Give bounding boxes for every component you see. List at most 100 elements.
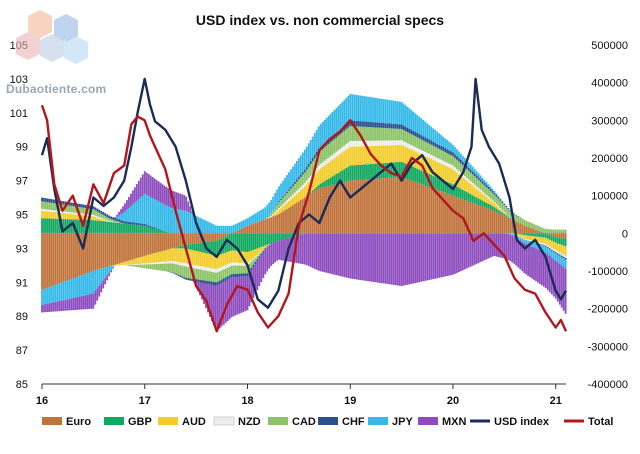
- bar-aud: [112, 265, 115, 266]
- bar-aud: [448, 167, 450, 183]
- bar-cad: [367, 127, 369, 141]
- bar-nzd: [469, 181, 472, 184]
- bar-gbp: [131, 224, 134, 234]
- bar-aud: [288, 200, 290, 208]
- bar-gbp: [141, 225, 144, 234]
- bar-aud: [280, 208, 282, 213]
- bar-euro: [505, 216, 508, 234]
- bar-jpy: [357, 95, 360, 121]
- bar-nzd: [414, 147, 417, 152]
- bar-chf: [94, 207, 97, 211]
- bar-gbp: [92, 220, 95, 234]
- watermark-logo: [6, 8, 102, 102]
- bar-cad: [54, 203, 57, 211]
- bar-gbp: [278, 233, 281, 241]
- bar-mxn: [325, 233, 328, 273]
- bar-aud: [343, 151, 346, 170]
- bar-gbp: [120, 223, 122, 234]
- bar-mxn: [465, 233, 468, 269]
- legend-swatch-chf: [318, 417, 338, 425]
- bar-gbp: [286, 233, 288, 239]
- bar-aud: [276, 211, 279, 215]
- bar-nzd: [145, 263, 148, 265]
- bar-euro: [454, 196, 456, 234]
- bar-gbp: [465, 191, 468, 201]
- bar-euro: [240, 228, 243, 234]
- bar-mxn: [539, 250, 541, 284]
- bar-nzd: [211, 268, 213, 272]
- bar-mxn: [290, 237, 292, 263]
- bar-cad: [266, 217, 269, 219]
- bar-euro: [333, 184, 336, 234]
- bar-aud: [487, 198, 490, 204]
- bar-chf: [467, 167, 470, 171]
- bar-chf: [373, 122, 375, 128]
- bar-jpy: [418, 116, 421, 135]
- bar-mxn: [390, 233, 393, 285]
- bar-cad: [216, 272, 219, 282]
- bar-gbp: [448, 182, 450, 195]
- bar-jpy: [473, 168, 476, 174]
- bar-gbp: [321, 182, 324, 188]
- bar-aud: [456, 172, 458, 187]
- bar-jpy: [209, 222, 211, 234]
- bar-mxn: [131, 190, 134, 205]
- bar-aud: [214, 255, 217, 269]
- bar-gbp: [284, 233, 286, 240]
- bar-gbp: [133, 224, 136, 234]
- bar-chf: [471, 171, 474, 175]
- bar-nzd: [357, 140, 360, 147]
- bar-cad: [252, 259, 255, 265]
- bar-euro: [351, 180, 354, 234]
- bar-cad: [66, 205, 69, 212]
- bar-mxn: [311, 233, 314, 268]
- bar-chf: [264, 248, 267, 250]
- bar-mxn: [282, 239, 284, 261]
- bar-euro: [282, 211, 284, 234]
- bar-mxn: [485, 233, 488, 260]
- bar-nzd: [546, 245, 549, 248]
- bar-euro: [325, 186, 328, 234]
- bar-cad: [171, 263, 174, 273]
- bar-mxn: [507, 234, 510, 261]
- bar-chf: [414, 131, 417, 137]
- bar-jpy: [56, 284, 59, 302]
- bar-aud: [232, 250, 235, 263]
- bar-cad: [493, 194, 496, 203]
- bar-jpy: [483, 179, 486, 184]
- bar-mxn: [521, 241, 524, 272]
- bar-chf: [50, 199, 53, 203]
- bar-chf: [509, 210, 512, 211]
- bar-cad: [297, 179, 300, 189]
- bar-nzd: [258, 253, 261, 254]
- bar-cad: [408, 133, 411, 145]
- bar-aud: [130, 259, 132, 265]
- bar-cad: [309, 164, 312, 176]
- bar-jpy: [450, 143, 452, 152]
- bar-euro: [106, 233, 109, 267]
- bar-cad: [112, 219, 115, 222]
- bar-jpy: [424, 121, 427, 138]
- bar-cad: [270, 213, 273, 216]
- bar-gbp: [147, 226, 150, 234]
- left-tick-label: 91: [16, 277, 28, 289]
- bar-cad: [126, 264, 128, 266]
- bar-cad: [260, 252, 263, 254]
- bar-jpy: [167, 206, 170, 233]
- bar-aud: [165, 249, 168, 262]
- bar-chf: [260, 253, 263, 255]
- bar-euro: [248, 225, 251, 234]
- bar-euro: [286, 208, 288, 234]
- bar-gbp: [104, 221, 107, 234]
- bar-chf: [175, 273, 178, 275]
- bar-cad: [181, 265, 184, 277]
- bar-jpy: [264, 207, 267, 220]
- bar-chf: [428, 139, 431, 144]
- bar-nzd: [157, 262, 160, 264]
- bar-gbp: [43, 218, 45, 234]
- bar-nzd: [240, 263, 243, 266]
- bar-jpy: [507, 233, 510, 235]
- bar-euro: [471, 202, 474, 234]
- bar-chf: [78, 203, 81, 208]
- bar-aud: [193, 250, 196, 265]
